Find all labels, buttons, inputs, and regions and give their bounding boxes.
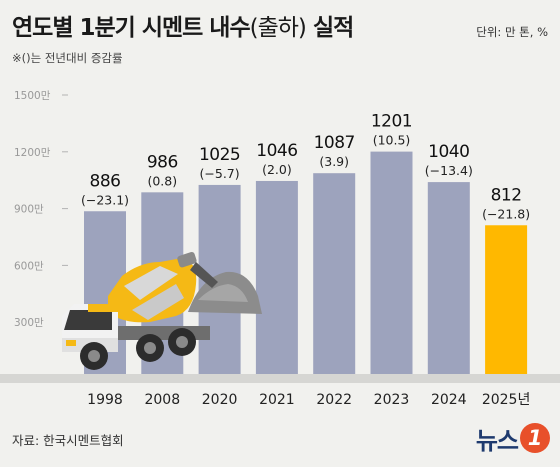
bar-chart: 300만 600만 900만 1200만 1500만 886(−23.1) 986(0.8… (0, 90, 560, 408)
y-tick-label-0: 300만 (14, 317, 44, 329)
cement-truck-illustration (62, 251, 262, 370)
change-label-2008: (0.8) (147, 173, 177, 188)
value-label-2008: 986 (147, 152, 178, 172)
change-label-2024: (−13.4) (425, 163, 473, 178)
note-label: ※()는 전년대비 증감률 (12, 51, 123, 65)
change-label-1998: (−23.1) (81, 192, 129, 207)
x-tick-label-2023: 2023 (374, 392, 410, 408)
bar-2021 (255, 180, 298, 379)
change-label-2021: (2.0) (262, 162, 292, 177)
value-label-2024: 1040 (428, 142, 469, 162)
x-tick-label-2021: 2021 (259, 392, 295, 408)
change-label-2025년: (−21.8) (482, 206, 530, 221)
value-label-2021: 1046 (256, 141, 297, 161)
value-label-2025년: 812 (491, 185, 522, 205)
x-tick-label-2024: 2024 (431, 392, 467, 408)
y-tick-label-3: 1200만 (14, 147, 51, 159)
y-tick-label-1: 600만 (14, 260, 44, 272)
value-label-2020: 1025 (199, 145, 240, 165)
value-label-2022: 1087 (314, 133, 355, 153)
value-label-1998: 886 (90, 171, 121, 191)
source-label: 자료: 한국시멘트협회 (12, 433, 124, 448)
ground-strip (0, 374, 560, 383)
unit-label: 단위: 만 톤, % (476, 25, 548, 39)
bar-2023 (370, 151, 413, 379)
bar-2022 (313, 173, 356, 379)
x-tick-label-2022: 2022 (316, 392, 352, 408)
value-label-2023: 1201 (371, 112, 412, 132)
y-tick-label-2: 900만 (14, 204, 44, 216)
bar-2024 (427, 182, 470, 379)
x-tick-label-2008: 2008 (144, 392, 180, 408)
change-label-2022: (3.9) (319, 154, 349, 169)
x-tick-label-1998: 1998 (87, 392, 123, 408)
x-axis: 1998 2008 2020 2021 2022 2023 2024 2025년 (87, 392, 530, 408)
news1-logo: 뉴스 1 (476, 419, 550, 457)
y-tick-label-4: 1500만 (14, 90, 51, 102)
chart-title: 연도별 1분기 시멘트 내수(출하) 실적 (12, 15, 354, 41)
change-label-2020: (−5.7) (200, 166, 240, 181)
x-tick-label-2020: 2020 (202, 392, 238, 408)
x-tick-label-2025년: 2025년 (482, 392, 531, 408)
change-label-2023: (10.5) (373, 133, 411, 148)
bar-2025년 (485, 225, 528, 379)
y-axis: 300만 600만 900만 1200만 1500만 (14, 90, 68, 329)
